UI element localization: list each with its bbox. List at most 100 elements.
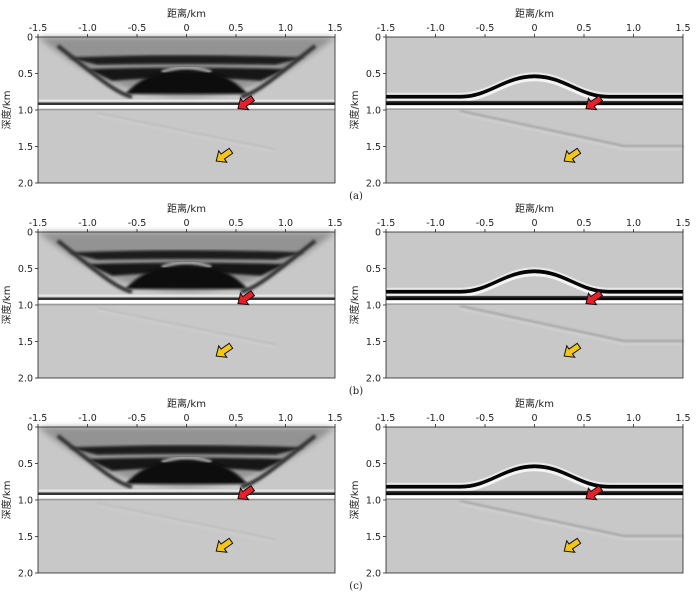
right-seismic-panel: -1.5 -1.0 -0.5 0 0.5 1.0 1.5 距离/km 0 0.5 1.0 1.5 2.0… [348,202,691,385]
x-tick-label: 0.5 [228,23,243,34]
x-tick-label: 0.5 [228,218,243,229]
row-caption: (a) [349,191,363,202]
x-tick-label: -1.0 [426,413,445,424]
x-tick-label: 0.5 [576,218,591,229]
y-tick-label: 1.0 [18,301,33,312]
x-tick-label: 0 [183,23,189,34]
x-tick-label: 0.5 [228,413,243,424]
y-tick-label: 1.0 [18,106,33,117]
x-tick-label: 1.0 [626,218,641,229]
x-tick-label: 1.5 [675,413,690,424]
red-arrow-icon [585,485,604,501]
x-tick-label: -1.0 [78,218,97,229]
y-tick-label: 0 [375,423,381,434]
y-tick-label: 2.0 [18,569,33,580]
y-tick-label: 0.5 [366,264,381,275]
x-tick-label: -0.5 [128,413,147,424]
y-tick-label: 2.0 [366,374,381,385]
y-axis-label: 深度/km [348,91,361,130]
y-tick-label: 1.5 [366,532,381,543]
x-tick-label: 1.0 [278,218,293,229]
y-tick-label: 0 [27,33,33,44]
figure-row: -1.5 -1.0 -0.5 0 0.5 1.0 1.5 距离/km 0 0.5 1.0 1.5 2.0… [0,202,691,397]
x-tick-label: -1.0 [78,23,97,34]
y-tick-label: 1.5 [18,337,33,348]
x-tick-label: 0 [531,413,537,424]
x-tick-label: -0.5 [476,413,495,424]
y-axis-label: 深度/km [0,286,13,325]
x-tick-label: -0.5 [476,218,495,229]
yellow-arrow-icon [563,147,582,163]
y-tick-label: 0.5 [18,459,33,470]
y-tick-label: 2.0 [18,374,33,385]
y-tick-label: 0 [375,228,381,239]
x-axis-label: 距离/km [167,7,206,20]
y-tick-label: 2.0 [18,179,33,190]
x-tick-label: -1.0 [78,413,97,424]
red-arrow-icon [237,290,256,306]
y-tick-label: 1.0 [18,496,33,507]
x-tick-label: 0 [531,23,537,34]
right-seismic-panel: -1.5 -1.0 -0.5 0 0.5 1.0 1.5 距离/km 0 0.5 1.0 1.5 2.0… [348,7,691,190]
x-axis-label: 距离/km [167,397,206,410]
x-tick-label: -1.5 [377,218,396,229]
y-tick-label: 1.0 [366,496,381,507]
y-tick-label: 0.5 [18,264,33,275]
x-tick-label: 1.5 [327,218,342,229]
x-tick-label: 1.5 [327,23,342,34]
x-tick-label: -1.5 [377,23,396,34]
left-seismic-panel: -1.5 -1.0 -0.5 0 0.5 1.0 1.5 距离/km 0 0.5 1.0 1.5 2.0… [0,202,343,385]
y-tick-label: 1.0 [366,106,381,117]
x-tick-label: 0 [183,218,189,229]
x-axis-label: 距离/km [515,202,554,215]
y-tick-label: 1.5 [18,532,33,543]
y-axis-label: 深度/km [0,481,13,520]
y-tick-label: 0 [27,228,33,239]
yellow-arrow-icon [563,537,582,553]
x-tick-label: 0 [183,413,189,424]
y-tick-label: 2.0 [366,179,381,190]
right-seismic-panel: -1.5 -1.0 -0.5 0 0.5 1.0 1.5 距离/km 0 0.5 1.0 1.5 2.0… [348,397,691,580]
x-tick-label: 0 [531,218,537,229]
y-tick-label: 1.5 [366,142,381,153]
left-seismic-panel: -1.5 -1.0 -0.5 0 0.5 1.0 1.5 距离/km 0 0.5 1.0 1.5 2.0… [0,397,343,580]
yellow-arrow-icon [563,342,582,358]
y-tick-label: 0.5 [366,459,381,470]
x-tick-label: 1.0 [278,23,293,34]
x-tick-label: -0.5 [128,218,147,229]
yellow-arrow-icon [215,537,234,553]
x-tick-label: -1.5 [377,413,396,424]
y-tick-label: 0 [27,423,33,434]
row-caption: (c) [349,581,363,592]
x-axis-label: 距离/km [167,202,206,215]
x-tick-label: 1.5 [675,23,690,34]
x-tick-label: 1.5 [675,218,690,229]
figure-row: -1.5 -1.0 -0.5 0 0.5 1.0 1.5 距离/km 0 0.5 1.0 1.5 2.0… [0,397,691,592]
x-tick-label: -1.0 [426,23,445,34]
y-tick-label: 0.5 [366,69,381,80]
y-tick-label: 1.5 [18,142,33,153]
x-tick-label: -1.5 [29,23,48,34]
x-tick-label: 1.0 [278,413,293,424]
x-tick-label: -1.5 [29,413,48,424]
figure-row: -1.5 -1.0 -0.5 0 0.5 1.0 1.5 距离/km 0 0.5 1.0 1.5 2.0… [0,7,691,202]
y-tick-label: 1.0 [366,301,381,312]
x-tick-label: -1.0 [426,218,445,229]
y-axis-label: 深度/km [0,91,13,130]
red-arrow-icon [585,95,604,111]
red-arrow-icon [585,290,604,306]
x-tick-label: -1.5 [29,218,48,229]
x-tick-label: -0.5 [128,23,147,34]
x-tick-label: -0.5 [476,23,495,34]
y-tick-label: 2.0 [366,569,381,580]
x-tick-label: 1.5 [327,413,342,424]
y-tick-label: 0 [375,33,381,44]
x-axis-label: 距离/km [515,397,554,410]
x-tick-label: 0.5 [576,413,591,424]
red-arrow-icon [237,485,256,501]
x-axis-label: 距离/km [515,7,554,20]
yellow-arrow-icon [215,147,234,163]
y-axis-label: 深度/km [348,286,361,325]
x-tick-label: 1.0 [626,413,641,424]
